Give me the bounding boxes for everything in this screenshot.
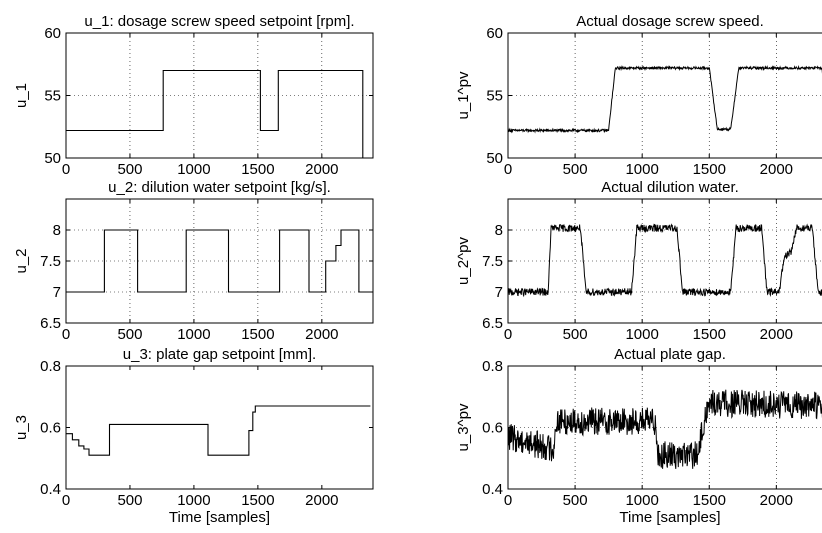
chart-u2: 0 500 1000 1500 2000 6.5 7 7.5 8 u_2: dilution wa… (13, 179, 374, 343)
x-axis-label: Time [samples] (619, 509, 720, 526)
x-tick-label: 2000 (760, 492, 793, 509)
x-tick-label: 1500 (693, 326, 726, 343)
chart-title: u_2: dilution water setpoint [kg/s]. (108, 179, 331, 196)
x-tick-label: 1500 (241, 326, 274, 343)
chart-u3pv: 0 500 1000 1500 2000 0.4 0.6 0.8 Actual plate ga… (455, 346, 822, 526)
x-tick-label: 1000 (177, 492, 210, 509)
y-tick-label: 0.6 (482, 420, 503, 437)
y-axis-label: u_1^pv (455, 71, 472, 119)
x-tick-label: 1500 (241, 161, 274, 178)
x-tick-label: 500 (563, 161, 588, 178)
series-line-u1pv (508, 65, 822, 134)
x-tick-label: 0 (504, 326, 512, 343)
series-line-u2 (66, 229, 373, 293)
y-axis-label: u_3^pv (455, 403, 472, 451)
y-tick-label: 50 (486, 150, 503, 167)
x-tick-label: 2000 (305, 161, 338, 178)
x-tick-label: 1000 (625, 161, 658, 178)
y-tick-label: 0.4 (40, 481, 61, 498)
y-tick-label: 7.5 (482, 253, 503, 270)
y-tick-label: 60 (44, 25, 61, 42)
series-line-u1 (66, 69, 364, 158)
y-tick-label: 0.6 (40, 420, 61, 437)
y-tick-label: 55 (44, 88, 61, 105)
x-tick-label: 500 (117, 492, 142, 509)
chart-title: Actual plate gap. (614, 346, 726, 363)
x-tick-label: 1000 (625, 326, 658, 343)
x-tick-label: 2000 (760, 161, 793, 178)
y-axis-label: u_2^pv (455, 237, 472, 285)
x-tick-label: 0 (504, 161, 512, 178)
y-axis-label: u_2 (13, 248, 30, 273)
y-tick-label: 6.5 (482, 315, 503, 332)
x-tick-label: 1500 (693, 492, 726, 509)
x-tick-label: 0 (62, 326, 70, 343)
chart-u3: 0 500 1000 1500 2000 0.4 0.6 0.8 u_3: plate gap … (13, 346, 374, 526)
y-tick-label: 55 (486, 88, 503, 105)
axes-frame (65, 365, 374, 490)
y-tick-label: 0.8 (482, 358, 503, 375)
x-tick-label: 500 (563, 492, 588, 509)
x-tick-label: 1000 (625, 492, 658, 509)
y-axis-label: u_1 (13, 83, 30, 108)
y-tick-label: 0.4 (482, 481, 503, 498)
x-tick-label: 1500 (241, 492, 274, 509)
chart-title: u_3: plate gap setpoint [mm]. (123, 346, 316, 363)
x-tick-label: 2000 (760, 326, 793, 343)
chart-u1pv: 0 500 1000 1500 2000 50 55 60 Actual dosage scre… (455, 13, 822, 178)
x-tick-label: 1000 (177, 326, 210, 343)
chart-u1: 0 500 1000 1500 2000 50 55 60 u_1: dosage screw … (13, 13, 374, 178)
x-tick-label: 500 (117, 326, 142, 343)
x-axis-label: Time [samples] (169, 509, 270, 526)
chart-u2pv: 0 500 1000 1500 2000 6.5 7 7.5 8 Actual dilution … (455, 179, 822, 343)
y-tick-label: 8 (53, 222, 61, 239)
chart-title: Actual dosage screw speed. (576, 13, 764, 30)
x-tick-label: 0 (504, 492, 512, 509)
x-tick-label: 0 (62, 161, 70, 178)
y-tick-label: 60 (486, 25, 503, 42)
y-tick-label: 7.5 (40, 253, 61, 270)
y-tick-label: 7 (53, 284, 61, 301)
y-tick-label: 7 (495, 284, 503, 301)
x-tick-label: 1000 (177, 161, 210, 178)
y-tick-label: 8 (495, 222, 503, 239)
x-tick-label: 2000 (305, 326, 338, 343)
x-tick-label: 1500 (693, 161, 726, 178)
y-tick-label: 50 (44, 150, 61, 167)
x-tick-label: 500 (563, 326, 588, 343)
chart-title: Actual dilution water. (601, 179, 739, 196)
y-tick-label: 0.8 (40, 358, 61, 375)
series-line-u3pv (508, 389, 822, 469)
chart-title: u_1: dosage screw speed setpoint [rpm]. (84, 13, 354, 30)
series-line-u2pv (508, 223, 822, 298)
x-tick-label: 2000 (305, 492, 338, 509)
y-tick-label: 6.5 (40, 315, 61, 332)
x-tick-label: 500 (117, 161, 142, 178)
series-line-u3 (66, 405, 371, 456)
x-tick-label: 0 (62, 492, 70, 509)
y-axis-label: u_3 (13, 415, 30, 440)
